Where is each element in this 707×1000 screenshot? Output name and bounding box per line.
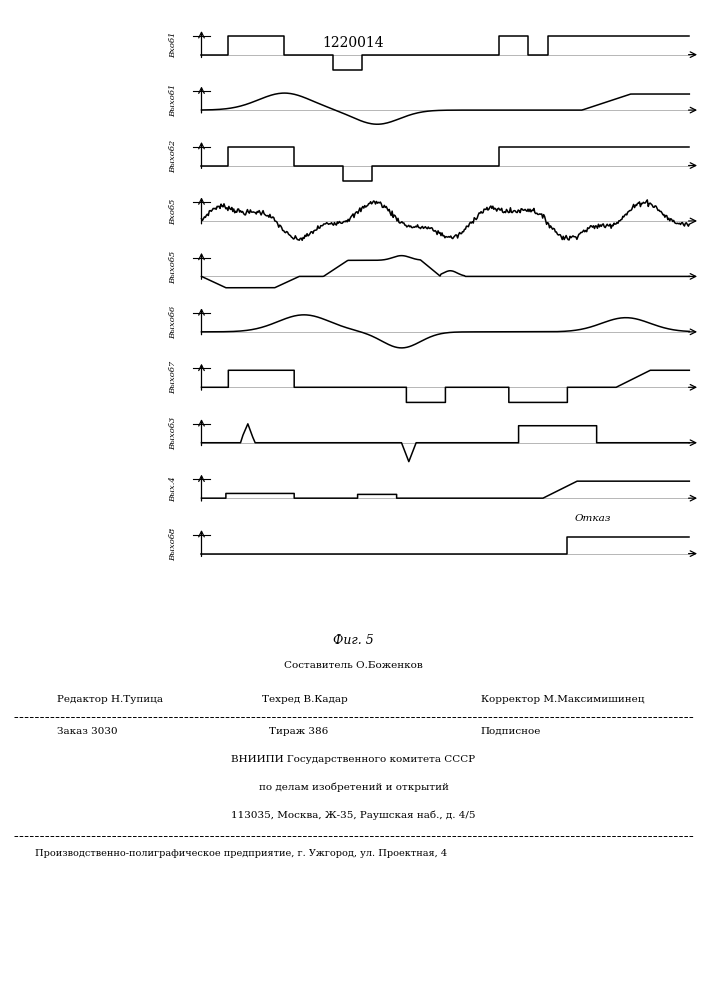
Text: Вых.4: Вых.4 [169,476,177,502]
Text: Выхоб5: Выхоб5 [169,250,177,284]
Text: Выхоб3: Выхоб3 [169,417,177,450]
Text: Производственно-полиграфическое предприятие, г. Ужгород, ул. Проектная, 4: Производственно-полиграфическое предприя… [35,850,448,858]
Text: Тираж 386: Тираж 386 [269,727,328,736]
Text: ВНИИПИ Государственного комитета СССР: ВНИИПИ Государственного комитета СССР [231,755,476,764]
Text: Техред В.Кадар: Техред В.Кадар [262,696,347,704]
Text: Фиг. 5: Фиг. 5 [333,634,374,647]
Text: Выхоб8: Выхоб8 [169,528,177,561]
Text: Вхоб1: Вхоб1 [169,32,177,58]
Text: по делам изобретений и открытий: по делам изобретений и открытий [259,783,448,792]
Text: Корректор М.Максимишинец: Корректор М.Максимишинец [481,696,644,704]
Text: Выхоб1: Выхоб1 [169,84,177,117]
Text: Заказ 3030: Заказ 3030 [57,727,117,736]
Text: Составитель О.Боженков: Составитель О.Боженков [284,660,423,670]
Text: 1220014: 1220014 [322,36,385,50]
Text: Выхоб2: Выхоб2 [169,139,177,173]
Text: Редактор Н.Тупица: Редактор Н.Тупица [57,696,163,704]
Text: Вхоб5: Вхоб5 [169,198,177,225]
Text: Отказ: Отказ [574,514,611,523]
Text: Выхоб6: Выхоб6 [169,306,177,339]
Text: Выхоб7: Выхоб7 [169,361,177,394]
Text: 113035, Москва, Ж-35, Раушская наб., д. 4/5: 113035, Москва, Ж-35, Раушская наб., д. … [231,811,476,820]
Text: Подписное: Подписное [481,727,541,736]
